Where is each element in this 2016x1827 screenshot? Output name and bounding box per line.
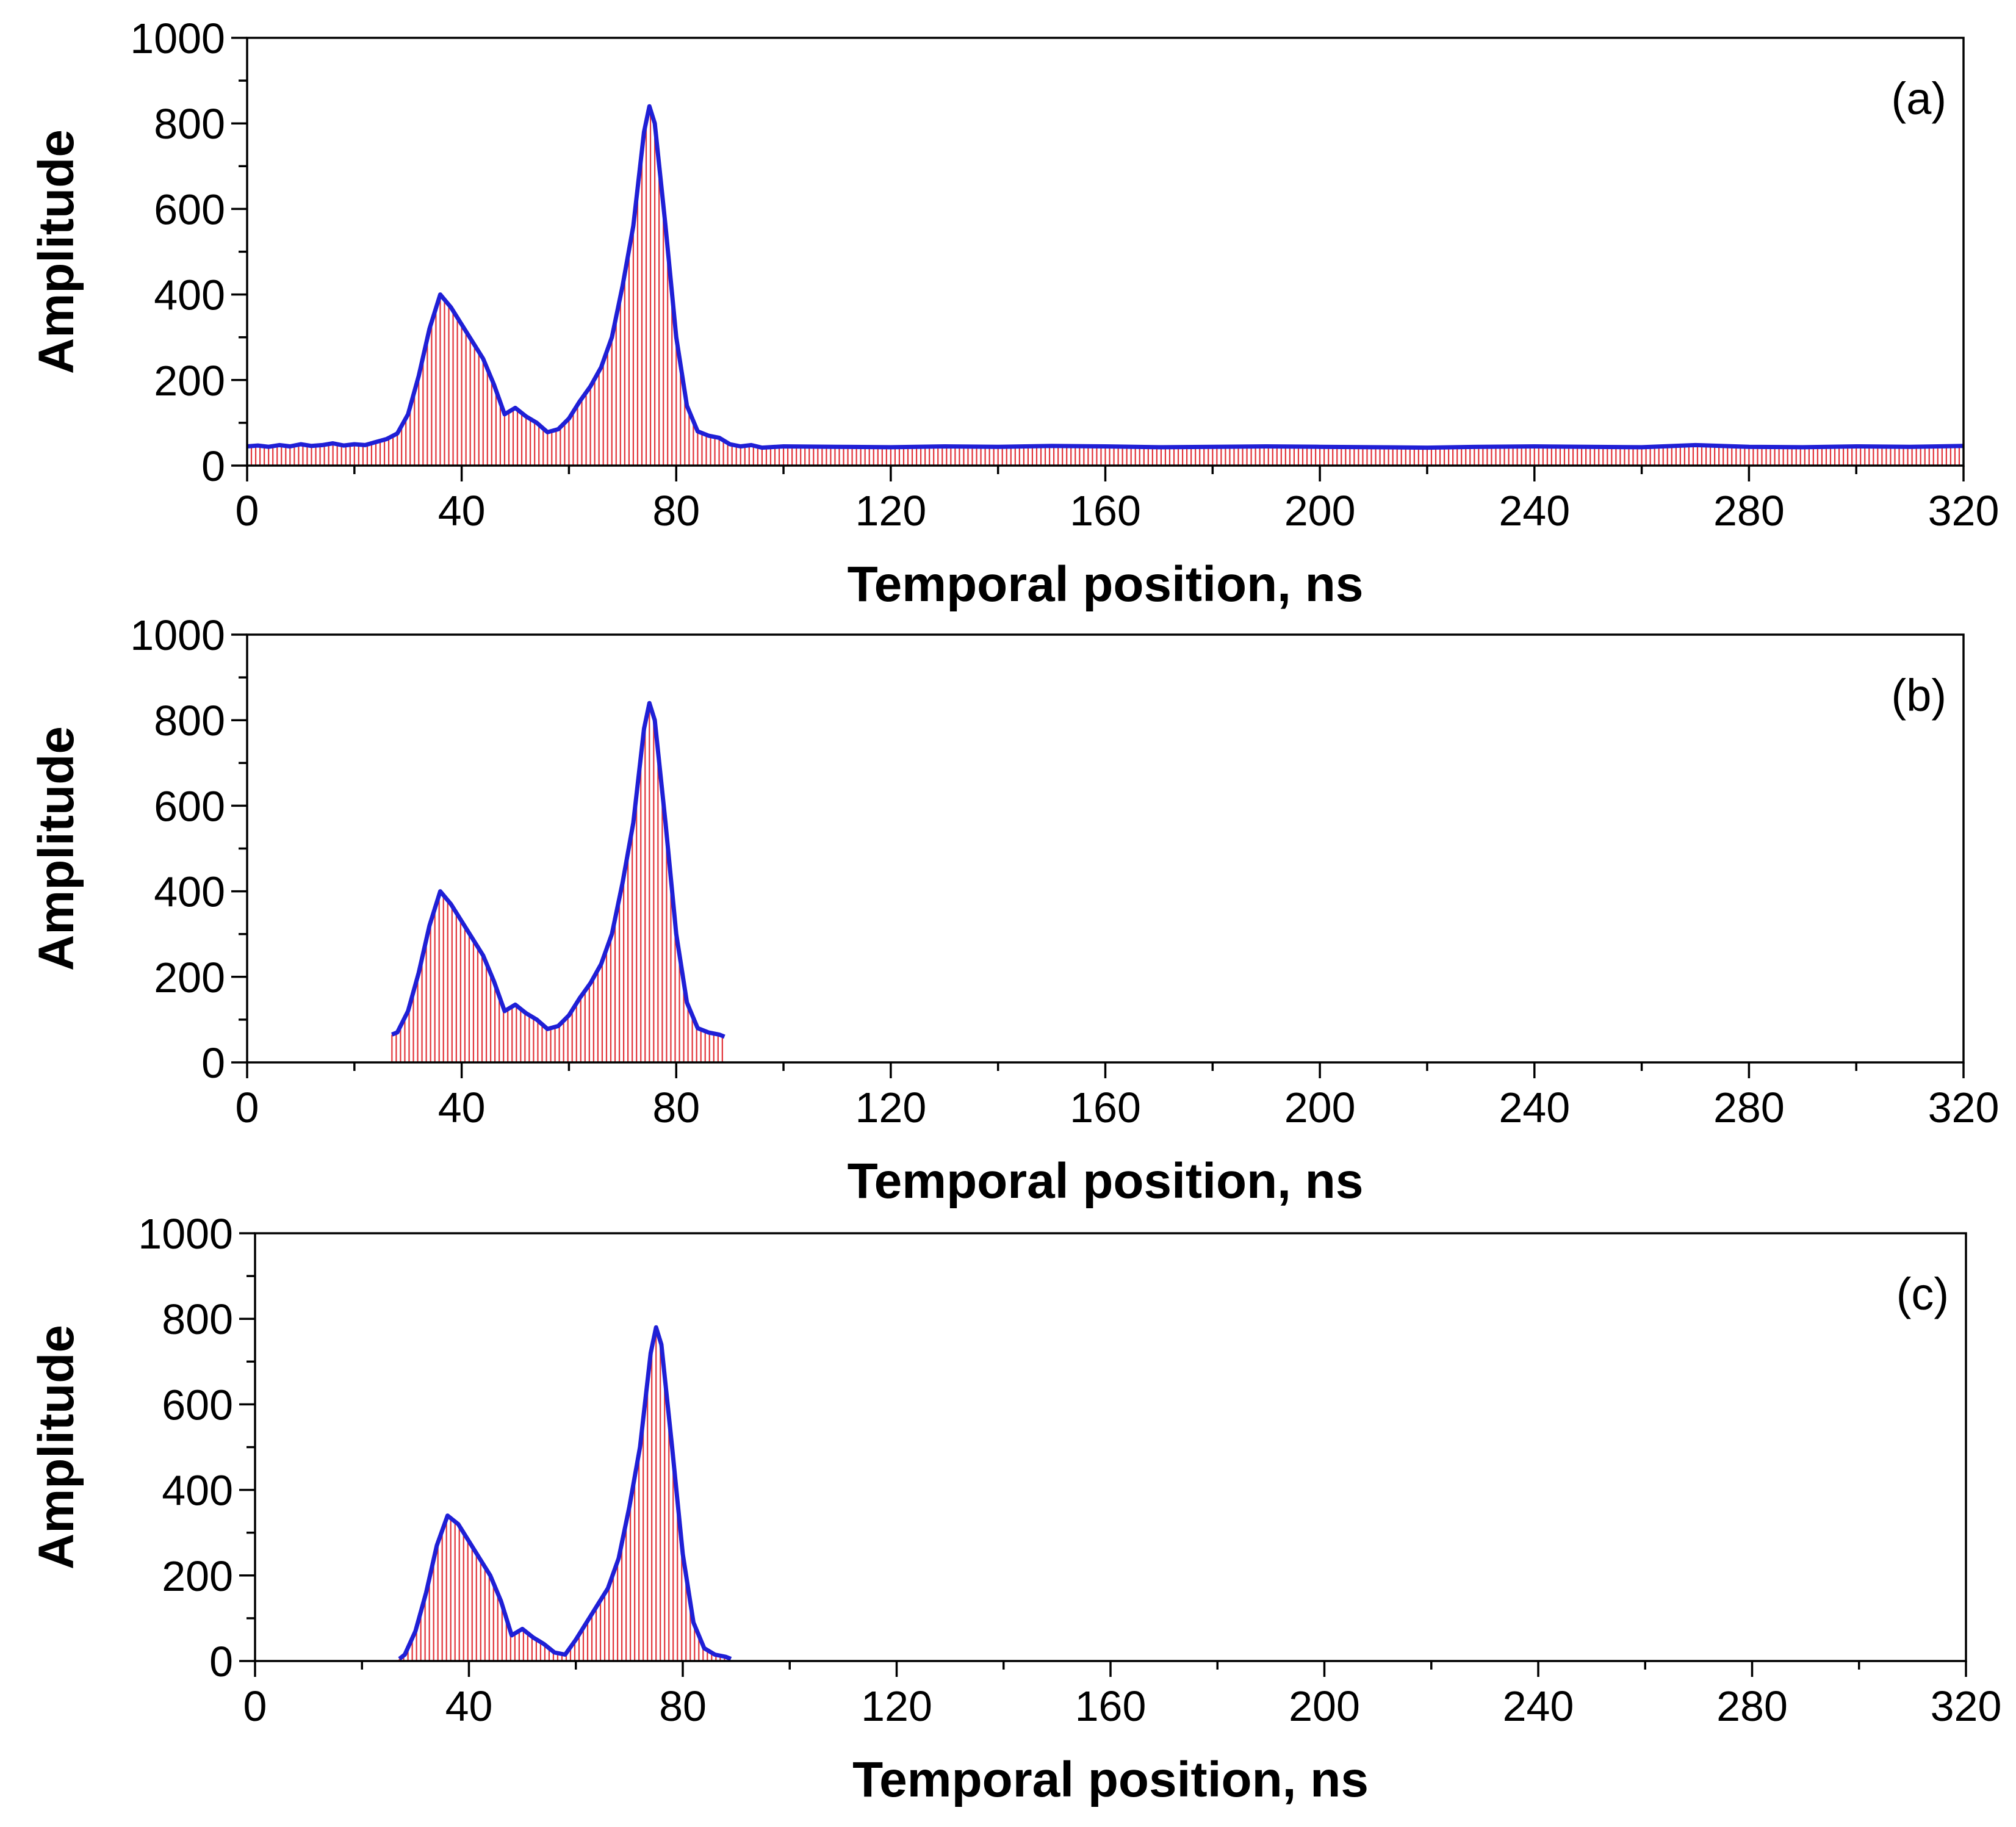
y-tick-label: 800 (154, 100, 225, 148)
x-tick-label: 0 (236, 487, 259, 535)
y-tick-label: 200 (162, 1552, 233, 1600)
plot-frame (246, 37, 1965, 467)
plot-frame (254, 1232, 1967, 1662)
x-axis-title: Temporal position, ns (852, 1752, 1369, 1807)
x-tick-label: 280 (1713, 1084, 1785, 1131)
x-tick-label: 200 (1284, 487, 1356, 535)
x-tick-label: 200 (1284, 1084, 1356, 1131)
chart-panel-a: 0 40 80 120 160 200 240 280 320 0 200 400 600 800 1000… (29, 15, 1999, 612)
y-axis-title: Amplitude (29, 129, 84, 374)
x-tick-label: 0 (236, 1084, 259, 1131)
y-tick-label: 0 (209, 1638, 233, 1685)
plot-frame (246, 633, 1965, 1064)
y-tick-label: 0 (201, 442, 225, 490)
y-tick-label: 600 (154, 782, 225, 830)
y-axis-title: Amplitude (29, 726, 84, 971)
x-tick-label: 320 (1931, 1682, 2002, 1730)
y-tick-label: 400 (154, 272, 225, 319)
x-tick-label: 240 (1503, 1682, 1574, 1730)
x-tick-label: 320 (1928, 487, 2000, 535)
x-tick-label: 40 (445, 1682, 493, 1730)
y-tick-label: 400 (154, 868, 225, 916)
x-tick-label: 280 (1716, 1682, 1788, 1730)
panel-label: (c) (1896, 1269, 1949, 1319)
x-tick-label: 120 (861, 1682, 932, 1730)
x-tick-label: 80 (659, 1682, 707, 1730)
bar-group (246, 109, 1960, 466)
x-tick-label: 240 (1499, 487, 1570, 535)
y-tick-label: 1000 (138, 1210, 233, 1258)
x-tick-label: 320 (1928, 1084, 2000, 1131)
x-tick-label: 0 (243, 1682, 267, 1730)
y-tick-label: 200 (154, 357, 225, 405)
y-tick-label: 1000 (130, 611, 225, 659)
panel-label: (b) (1892, 670, 1946, 721)
bar-group (398, 1327, 730, 1661)
y-tick-label: 600 (154, 186, 225, 233)
x-axis-title: Temporal position, ns (848, 1153, 1364, 1209)
x-tick-label: 160 (1070, 487, 1141, 535)
y-tick-label: 800 (162, 1295, 233, 1343)
chart-panel-b: 0 40 80 120 160 200 240 280 320 0 200 400 600 800 1000… (29, 611, 1999, 1209)
x-tick-label: 280 (1713, 487, 1785, 535)
y-axis-title: Amplitude (29, 1325, 84, 1569)
y-tick-label: 1000 (130, 15, 225, 62)
x-tick-label: 40 (438, 487, 486, 535)
x-tick-label: 40 (438, 1084, 486, 1131)
x-tick-label: 80 (652, 1084, 700, 1131)
x-tick-label: 80 (652, 487, 700, 535)
y-tick-label: 400 (162, 1467, 233, 1515)
series-line (247, 104, 1964, 450)
series-line (398, 1325, 732, 1661)
x-tick-label: 120 (855, 1084, 926, 1131)
x-axis-title: Temporal position, ns (848, 557, 1364, 612)
y-tick-label: 600 (162, 1381, 233, 1429)
bar-group (391, 703, 723, 1062)
chart-panel-c: 0 40 80 120 160 200 240 280 320 0 200 400 600 800 1000… (29, 1210, 2001, 1807)
x-tick-label: 160 (1070, 1084, 1141, 1131)
x-tick-label: 120 (855, 487, 926, 535)
y-tick-label: 200 (154, 954, 225, 1001)
x-tick-label: 240 (1499, 1084, 1570, 1131)
y-tick-label: 0 (201, 1039, 225, 1087)
panel-label: (a) (1892, 73, 1946, 124)
x-tick-label: 200 (1289, 1682, 1360, 1730)
x-tick-label: 160 (1075, 1682, 1147, 1730)
y-tick-label: 800 (154, 697, 225, 744)
series-line (391, 701, 725, 1039)
